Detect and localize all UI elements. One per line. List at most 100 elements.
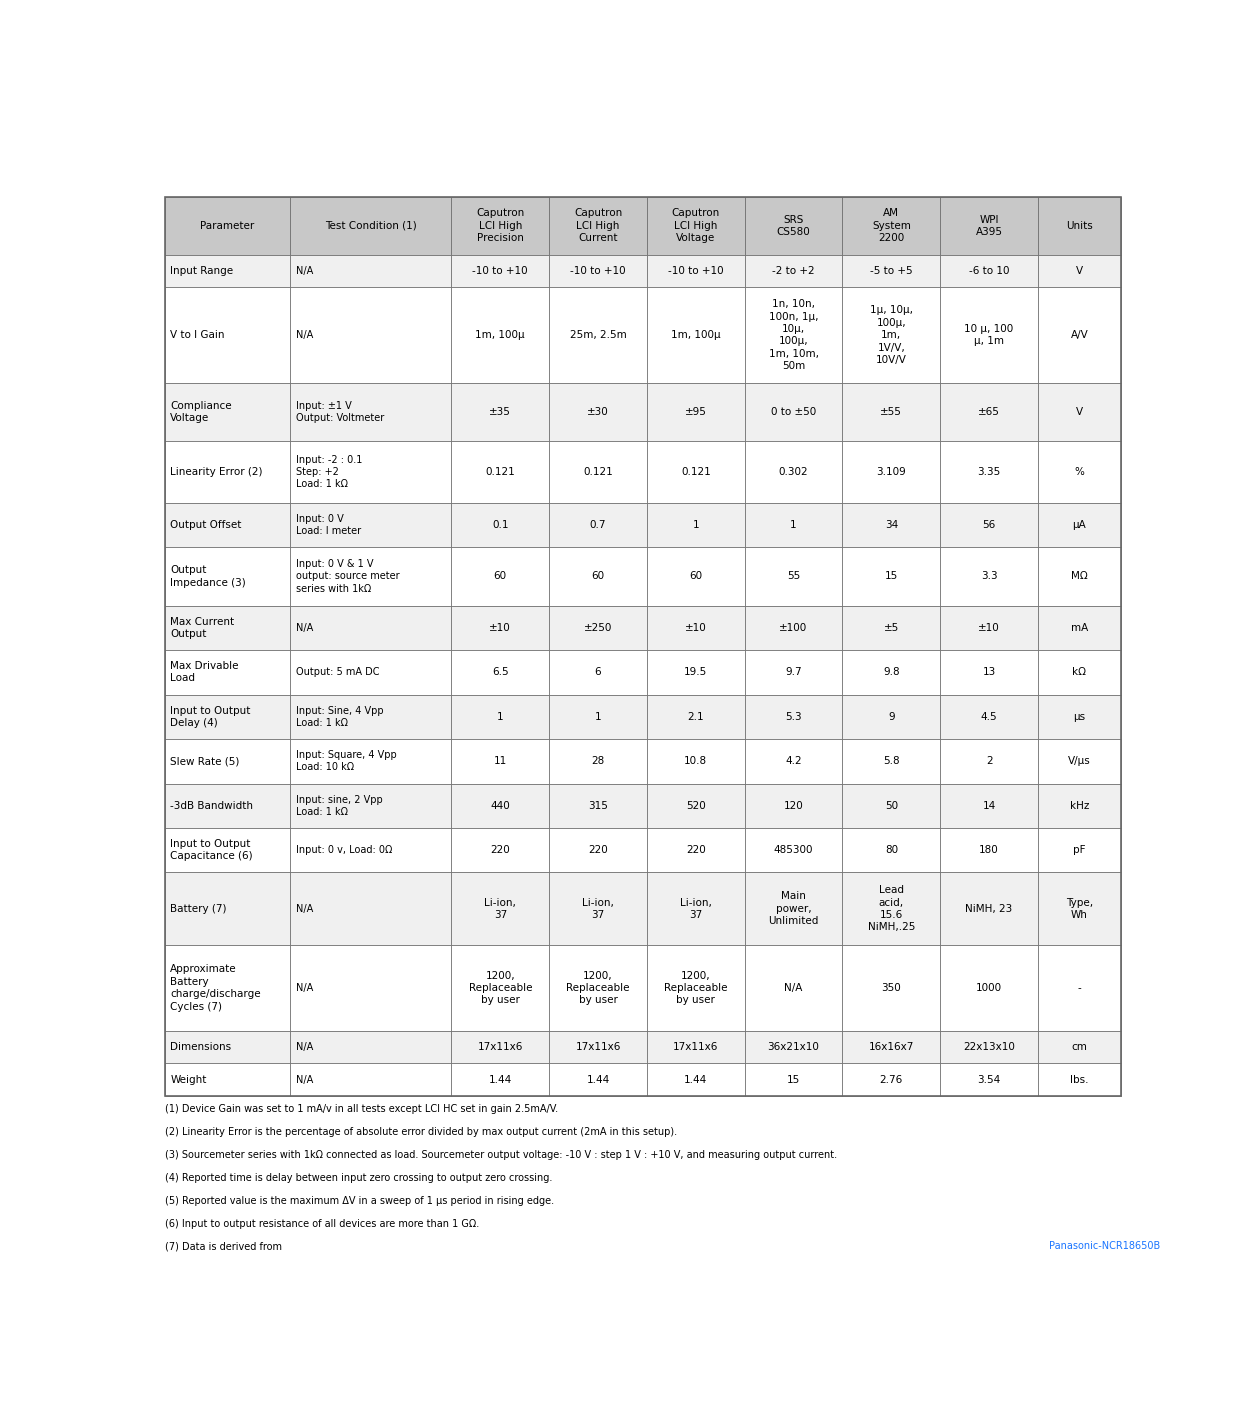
Bar (647, 254, 745, 287)
Text: cm: cm (1071, 1042, 1087, 1052)
Text: Approximate
Battery
charge/discharge
Cycles (7): Approximate Battery charge/discharge Cyc… (171, 964, 261, 1011)
Text: Input: -2 : 0.1
Step: +2
Load: 1 kΩ: Input: -2 : 0.1 Step: +2 Load: 1 kΩ (296, 455, 362, 490)
Text: 350: 350 (882, 983, 902, 993)
Text: N/A: N/A (784, 983, 803, 993)
Text: 13: 13 (982, 668, 996, 678)
Text: Max Drivable
Load: Max Drivable Load (171, 661, 238, 683)
Text: Caputron
LCI High
Voltage: Caputron LCI High Voltage (672, 209, 720, 243)
Text: 1: 1 (790, 520, 796, 530)
Text: 60: 60 (494, 572, 507, 582)
Text: mA: mA (1071, 623, 1088, 633)
Bar (451, 287, 549, 383)
Bar (549, 827, 647, 873)
Bar (647, 548, 745, 606)
Bar (843, 1063, 940, 1096)
Text: 9.8: 9.8 (883, 668, 899, 678)
Text: Input Range: Input Range (171, 265, 233, 277)
Bar (549, 1063, 647, 1096)
Text: 80: 80 (885, 846, 898, 856)
Bar (290, 650, 451, 695)
Bar (940, 1063, 1038, 1096)
Bar (1038, 827, 1121, 873)
Bar (745, 503, 843, 548)
Text: 22x13x10: 22x13x10 (963, 1042, 1014, 1052)
Text: 60: 60 (690, 572, 702, 582)
Text: N/A: N/A (296, 904, 314, 914)
Text: -10 to +10: -10 to +10 (668, 265, 724, 277)
Bar (451, 254, 549, 287)
Bar (290, 1063, 451, 1096)
Text: Input: 0 V
Load: I meter: Input: 0 V Load: I meter (296, 514, 361, 537)
Text: ±10: ±10 (978, 623, 999, 633)
Bar (1038, 548, 1121, 606)
Bar (745, 383, 843, 442)
Bar (940, 945, 1038, 1031)
Bar (647, 784, 745, 827)
Text: V to I Gain: V to I Gain (171, 330, 224, 340)
Text: 0 to ±50: 0 to ±50 (771, 407, 816, 417)
Text: 1200,
Replaceable
by user: 1200, Replaceable by user (665, 970, 727, 1005)
Bar (647, 1063, 745, 1096)
Text: 2.76: 2.76 (880, 1075, 903, 1084)
Text: 5.8: 5.8 (883, 757, 899, 767)
Bar (745, 1063, 843, 1096)
Text: 60: 60 (592, 572, 604, 582)
Text: 1.44: 1.44 (685, 1075, 707, 1084)
Bar (940, 503, 1038, 548)
Text: μs: μs (1073, 712, 1086, 722)
Bar (745, 287, 843, 383)
Bar (745, 738, 843, 784)
Bar (1038, 784, 1121, 827)
Text: Weight: Weight (171, 1075, 207, 1084)
Bar (843, 383, 940, 442)
Text: 220: 220 (490, 846, 510, 856)
Text: 1μ, 10μ,
100μ,
1m,
1V/V,
10V/V: 1μ, 10μ, 100μ, 1m, 1V/V, 10V/V (870, 305, 913, 366)
Text: 1200,
Replaceable
by user: 1200, Replaceable by user (469, 970, 532, 1005)
Text: 485300: 485300 (774, 846, 814, 856)
Text: Input: 0 V & 1 V
output: source meter
series with 1kΩ: Input: 0 V & 1 V output: source meter se… (296, 559, 399, 594)
Text: 14: 14 (982, 801, 996, 810)
Bar (843, 196, 940, 254)
Text: 50: 50 (885, 801, 898, 810)
Text: ±250: ±250 (584, 623, 612, 633)
Bar (549, 287, 647, 383)
Bar (1038, 873, 1121, 945)
Text: ±10: ±10 (685, 623, 707, 633)
Text: ±30: ±30 (587, 407, 609, 417)
Text: 56: 56 (982, 520, 996, 530)
Text: 9.7: 9.7 (785, 668, 801, 678)
Bar (549, 548, 647, 606)
Text: Test Condition (1): Test Condition (1) (325, 220, 416, 230)
Text: 4.2: 4.2 (785, 757, 801, 767)
Text: μA: μA (1072, 520, 1086, 530)
Text: 120: 120 (784, 801, 804, 810)
Text: Input: Sine, 4 Vpp
Load: 1 kΩ: Input: Sine, 4 Vpp Load: 1 kΩ (296, 706, 384, 729)
Bar (290, 196, 451, 254)
Bar (745, 196, 843, 254)
Text: 2: 2 (986, 757, 992, 767)
Bar (451, 650, 549, 695)
Text: V: V (1076, 407, 1083, 417)
Bar (940, 1031, 1038, 1063)
Bar (290, 945, 451, 1031)
Bar (940, 606, 1038, 650)
Bar (451, 873, 549, 945)
Text: (5) Reported value is the maximum ΔV in a sweep of 1 μs period in rising edge.: (5) Reported value is the maximum ΔV in … (164, 1196, 554, 1206)
Bar (745, 650, 843, 695)
Bar (164, 695, 290, 738)
Text: -2 to +2: -2 to +2 (772, 265, 815, 277)
Bar (164, 606, 290, 650)
Text: Li-ion,
37: Li-ion, 37 (484, 898, 517, 921)
Bar (1038, 196, 1121, 254)
Bar (940, 784, 1038, 827)
Bar (164, 873, 290, 945)
Bar (843, 827, 940, 873)
Text: 3.35: 3.35 (977, 467, 1001, 477)
Text: 440: 440 (490, 801, 510, 810)
Text: (6) Input to output resistance of all devices are more than 1 GΩ.: (6) Input to output resistance of all de… (164, 1219, 479, 1228)
Bar (843, 254, 940, 287)
Text: 1n, 10n,
100n, 1μ,
10μ,
100μ,
1m, 10m,
50m: 1n, 10n, 100n, 1μ, 10μ, 100μ, 1m, 10m, 5… (769, 299, 819, 371)
Bar (451, 1063, 549, 1096)
Bar (745, 1031, 843, 1063)
Bar (1038, 383, 1121, 442)
